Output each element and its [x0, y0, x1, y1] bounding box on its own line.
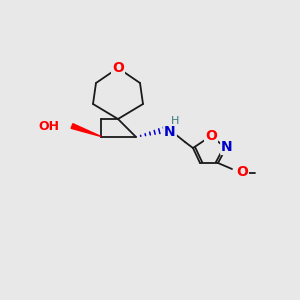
Text: O: O — [236, 165, 248, 179]
Text: O: O — [205, 129, 217, 143]
Text: OH: OH — [38, 119, 59, 133]
Polygon shape — [71, 124, 101, 136]
Text: O: O — [112, 61, 124, 75]
Text: N: N — [164, 125, 176, 139]
Text: N: N — [221, 140, 233, 154]
Text: H: H — [171, 116, 179, 126]
